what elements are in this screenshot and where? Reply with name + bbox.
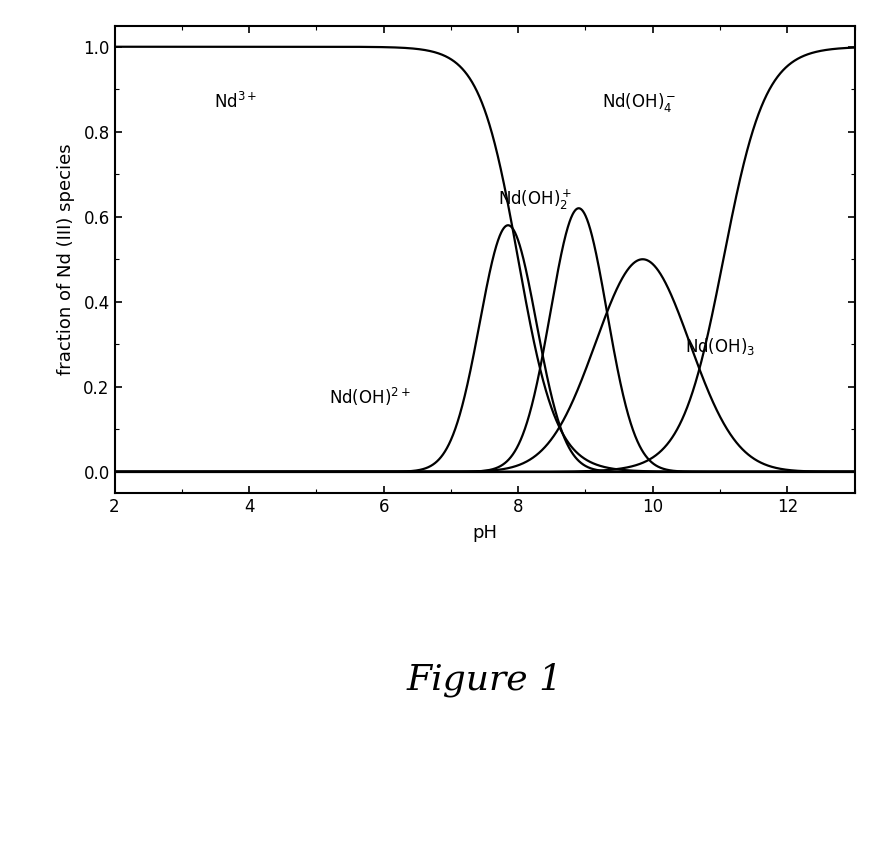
Y-axis label: fraction of Nd (III) species: fraction of Nd (III) species: [57, 144, 75, 375]
Text: Nd(OH)$^{2+}$: Nd(OH)$^{2+}$: [329, 387, 411, 409]
Text: Nd(OH)$_3$: Nd(OH)$_3$: [685, 336, 755, 357]
X-axis label: pH: pH: [472, 524, 497, 542]
Text: Nd$^{3+}$: Nd$^{3+}$: [214, 92, 257, 112]
Text: Nd(OH)$_2^+$: Nd(OH)$_2^+$: [498, 188, 573, 212]
Text: Figure 1: Figure 1: [406, 663, 563, 697]
Text: Nd(OH)$_4^-$: Nd(OH)$_4^-$: [602, 90, 677, 114]
